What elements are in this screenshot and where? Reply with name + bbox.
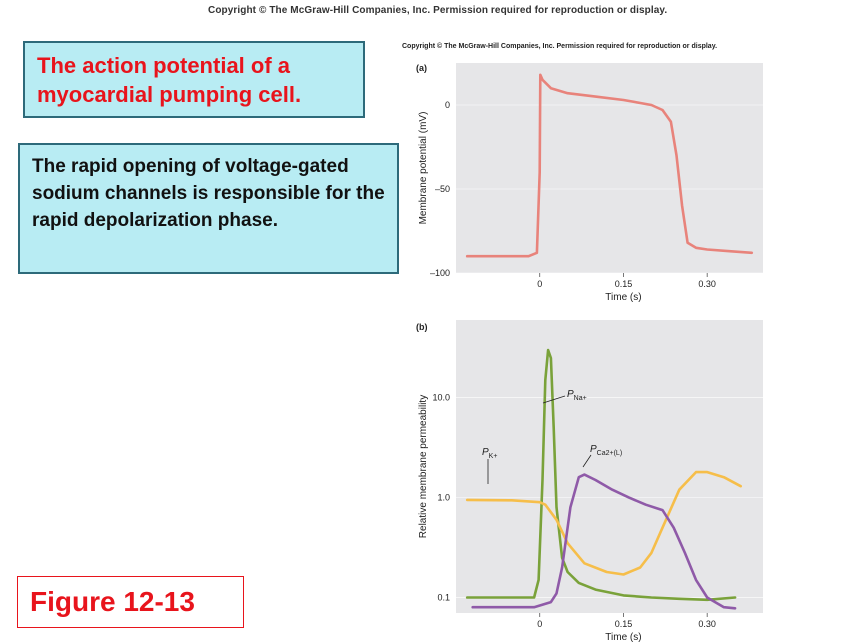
slide-title: The action potential of a myocardial pum… [37, 53, 302, 107]
panel-b-series-p-na [465, 348, 737, 602]
panel-b-yaxis-title: Relative membrane permeability [418, 395, 429, 538]
annotation-pna-label: PNa+ [567, 389, 587, 402]
panel-a-xtick-label: 0.30 [698, 279, 716, 289]
panel-a: (a) 0 –50 –100 0 0.15 0.30 Time (s) Membrane… [416, 63, 763, 303]
annotation-pk: PK+ [482, 447, 497, 484]
panel-a-ytick-label: –100 [430, 268, 450, 278]
figure-label: Figure 12-13 [30, 586, 195, 617]
annotation-pna: PNa+ [542, 389, 587, 404]
panel-b-background [456, 320, 763, 613]
copyright-header: Copyright © The McGraw-Hill Companies, I… [208, 5, 668, 16]
panel-b-ytick-label: 0.1 [437, 593, 450, 603]
panel-b-ytick-label: 10.0 [432, 393, 450, 403]
panel-b-series-p-k [465, 470, 742, 576]
panel-a-ytick-label: –50 [435, 184, 450, 194]
panel-b-xtick-label: 0 [537, 619, 542, 629]
panel-b-xtick-label: 0.15 [615, 619, 633, 629]
panel-b-xaxis-title: Time (s) [605, 632, 641, 643]
panel-a-xtick-label: 0.15 [615, 279, 633, 289]
panel-a-yaxis-title: Membrane potential (mV) [418, 112, 429, 225]
panel-b-ytick-label: 1.0 [437, 493, 450, 503]
annotation-pca-label: PCa2+(L) [590, 444, 622, 457]
panel-b-series-p-ca2-l [471, 473, 737, 610]
panel-b: (b) 10.0 1.0 0.1 0 0.15 0.30 Time (s) Relati… [416, 320, 763, 643]
panel-b-xtick-label: 0.30 [698, 619, 716, 629]
annotation-pca: PCa2+(L) [582, 444, 622, 468]
annotation-pk-label: PK+ [482, 447, 497, 460]
figure-label-box: Figure 12-13 [17, 576, 244, 628]
description-text: The rapid opening of voltage-gated sodiu… [32, 156, 385, 231]
panel-a-series-membrane-potential [465, 73, 754, 258]
panel-a-background [456, 63, 763, 273]
annotation-pca-leader [582, 454, 592, 468]
figure-copyright: Copyright © The McGraw-Hill Companies, I… [402, 43, 718, 50]
panel-a-ytick-label: 0 [445, 100, 450, 110]
panel-b-label: (b) [416, 322, 428, 332]
description-box: The rapid opening of voltage-gated sodiu… [18, 143, 399, 274]
panel-a-label: (a) [416, 63, 427, 73]
annotation-pna-leader [542, 395, 566, 404]
panel-a-xaxis-title: Time (s) [605, 292, 641, 303]
panel-a-xtick-label: 0 [537, 279, 542, 289]
title-box: The action potential of a myocardial pum… [23, 41, 365, 118]
